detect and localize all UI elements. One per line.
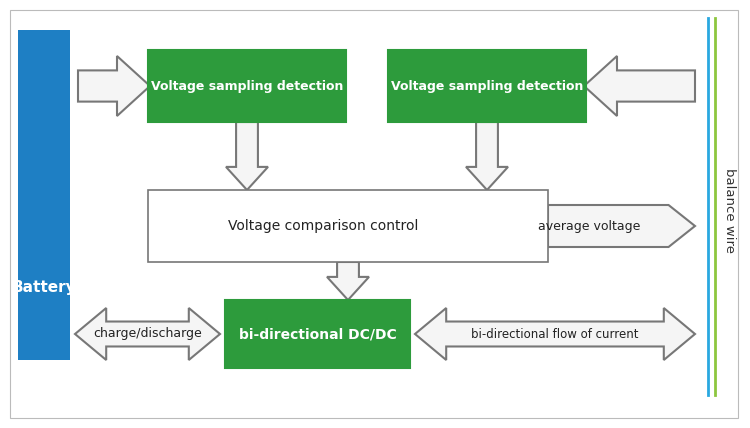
- Polygon shape: [466, 122, 508, 190]
- Bar: [388, 50, 586, 122]
- Text: charge/discharge: charge/discharge: [93, 327, 202, 341]
- Polygon shape: [78, 56, 150, 116]
- Text: balance wire: balance wire: [724, 167, 736, 253]
- Text: bi-directional flow of current: bi-directional flow of current: [471, 327, 639, 341]
- Text: Battery: Battery: [12, 280, 76, 295]
- Text: average voltage: average voltage: [538, 220, 640, 232]
- Text: Voltage sampling detection: Voltage sampling detection: [391, 80, 584, 92]
- Polygon shape: [415, 308, 695, 360]
- Bar: [225, 300, 410, 368]
- Bar: [148, 190, 548, 262]
- Polygon shape: [584, 56, 695, 116]
- Polygon shape: [75, 308, 220, 360]
- Text: Voltage comparison control: Voltage comparison control: [228, 219, 419, 233]
- Polygon shape: [327, 262, 369, 300]
- Text: Voltage sampling detection: Voltage sampling detection: [151, 80, 344, 92]
- Polygon shape: [226, 122, 268, 190]
- Polygon shape: [548, 205, 695, 247]
- Bar: [18, 30, 70, 360]
- Bar: [148, 50, 346, 122]
- Text: bi-directional DC/DC: bi-directional DC/DC: [238, 327, 396, 341]
